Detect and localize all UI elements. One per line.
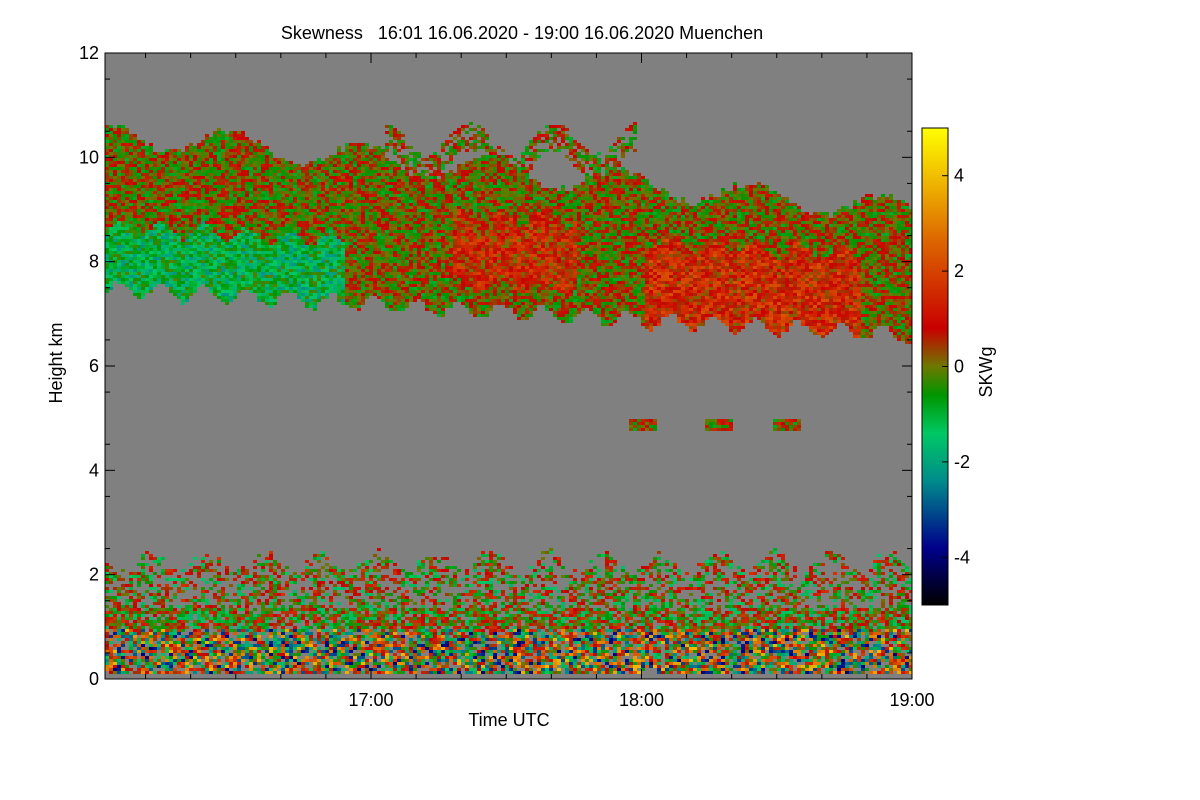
heatmap-cell-group — [125, 635, 129, 638]
heatmap-cell-group — [601, 647, 605, 650]
heatmap-cell-group — [785, 644, 789, 647]
heatmap-cell-group — [189, 653, 193, 656]
heatmap-cell-group — [665, 638, 669, 644]
heatmap-cell-group — [241, 638, 245, 641]
y-tick-label: 4 — [89, 460, 99, 480]
x-tick-label: 18:00 — [619, 690, 664, 710]
colorbar-tick-label: 0 — [954, 357, 964, 377]
heatmap-cell-group — [845, 641, 861, 668]
heatmap-cell-group — [437, 665, 441, 668]
heatmap-cell-group — [457, 635, 912, 665]
heatmap-cell-group — [165, 245, 201, 275]
heatmap-cell-group — [333, 650, 337, 653]
x-axis: 17:00 18:00 19:00 — [145, 53, 935, 710]
heatmap-cell-group — [113, 632, 709, 671]
heatmap-cell-group — [281, 638, 285, 641]
heatmap-cell-group — [613, 632, 617, 635]
colorbar-tick-label: -4 — [954, 547, 970, 567]
heatmap-cell-group — [157, 647, 161, 650]
heatmap-cell-group — [157, 635, 161, 638]
heatmap-cell-group — [145, 134, 893, 674]
heatmap-cell-group — [329, 659, 333, 662]
heatmap-cell-group — [669, 632, 673, 635]
y-axis: 0 2 4 6 8 10 12 — [79, 43, 912, 689]
colorbar-tick-label: -2 — [954, 452, 970, 472]
heatmap-cell-group — [209, 248, 313, 296]
heatmap-cell-group — [249, 641, 845, 668]
y-tick-label: 8 — [89, 252, 99, 272]
chart-title: Skewness 16:01 16.06.2020 - 19:00 16.06.… — [281, 23, 763, 43]
heatmap-cell-group — [301, 629, 717, 674]
heatmap-cell-group — [677, 623, 681, 626]
y-tick-label: 0 — [89, 669, 99, 689]
x-tick-label: 19:00 — [889, 690, 934, 710]
heatmap-cell-group — [709, 650, 713, 653]
heatmap-cell-group — [809, 671, 813, 674]
heatmap-cell-group — [221, 650, 225, 653]
heatmap-cell-group — [505, 647, 509, 650]
heatmap-cell-group — [133, 239, 785, 662]
y-tick-label: 12 — [79, 43, 99, 63]
heatmap-cell-group — [601, 644, 617, 668]
heatmap-cell-group — [565, 128, 569, 131]
heatmap-cell-group — [829, 665, 833, 668]
colorbar-tick-label: 2 — [954, 261, 964, 281]
heatmap-cell-group — [433, 650, 437, 653]
heatmap-cell-group — [289, 650, 293, 653]
colorbar-tick-label: 4 — [954, 166, 964, 186]
heatmap-cell-group — [565, 653, 853, 665]
heatmap-cell-group — [809, 632, 813, 635]
heatmap-cell-group — [761, 647, 765, 650]
heatmap-cell-group — [281, 635, 285, 638]
colorbar-label: SKWg — [976, 346, 996, 397]
heatmap-cell-group — [877, 662, 881, 665]
heatmap-cell-group — [461, 230, 897, 665]
colorbar-ticks: 4 2 0 -2 -4 — [942, 166, 970, 567]
x-axis-label: Time UTC — [468, 710, 549, 730]
heatmap-data — [105, 122, 912, 674]
heatmap-cell-group — [273, 665, 281, 671]
y-tick-label: 10 — [79, 147, 99, 167]
heatmap-cell-group — [305, 635, 673, 665]
heatmap-cell-group — [393, 647, 397, 650]
heatmap-cell-group — [349, 632, 353, 635]
heatmap-cell-group — [729, 653, 749, 668]
heatmap-cell-group — [133, 197, 789, 674]
x-tick-label: 17:00 — [348, 690, 393, 710]
heatmap-cell-group — [745, 653, 749, 656]
y-tick-label: 6 — [89, 356, 99, 376]
heatmap-cell-group — [285, 635, 873, 674]
heatmap-cell-group — [449, 656, 453, 659]
heatmap-cell-group — [121, 152, 845, 665]
heatmap-cell-group — [117, 128, 861, 638]
heatmap-cell-group — [737, 629, 741, 632]
y-tick-label: 2 — [89, 565, 99, 585]
heatmap-cell-group — [241, 656, 245, 659]
heatmap-cell-group — [289, 251, 293, 254]
y-axis-label: Height km — [46, 322, 66, 403]
heatmap-cell-group — [189, 650, 193, 653]
heatmap-cell-group — [377, 638, 381, 641]
heatmap-cell-group — [861, 632, 865, 635]
heatmap-cell-group — [345, 671, 349, 674]
heatmap-cell-group — [537, 644, 541, 647]
